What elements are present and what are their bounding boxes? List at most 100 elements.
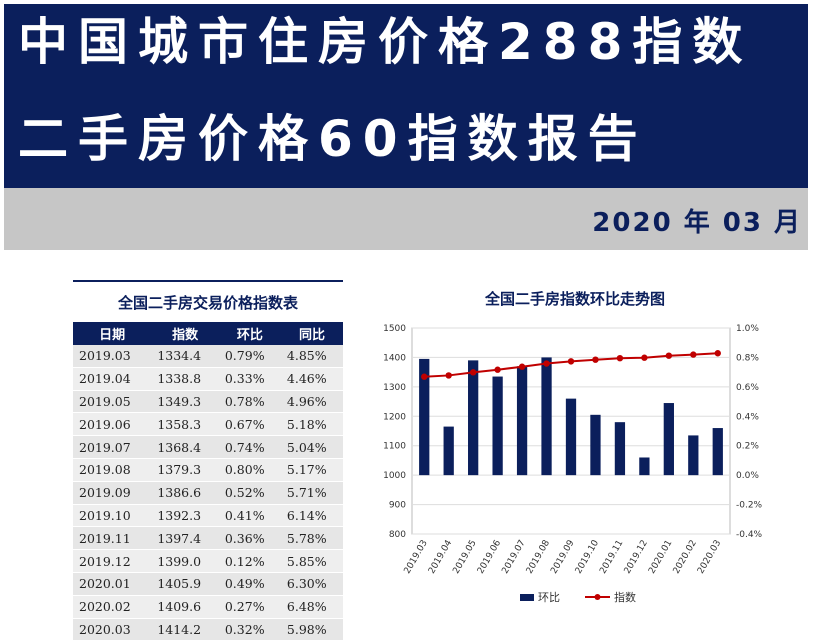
x-tick-label: 2019.04 [427, 538, 454, 575]
y-left-tick-label: 900 [389, 501, 406, 511]
index-table: 日期 指数 环比 同比 2019.03 1334.4 0.79% 4.85% 2019.… [73, 322, 343, 641]
cell-index: 1409.6 [151, 595, 219, 619]
cell-mom: 0.79% [218, 345, 281, 368]
bar-mom [443, 426, 454, 476]
cell-yoy: 6.14% [280, 504, 343, 528]
cell-yoy: 5.04% [280, 435, 343, 459]
cell-index: 1399.0 [151, 549, 219, 573]
cell-mom: 0.78% [218, 390, 281, 414]
cell-mom: 0.12% [218, 549, 281, 573]
cell-date: 2019.07 [73, 435, 152, 459]
y-left-tick-label: 1300 [383, 383, 406, 393]
cell-index: 1392.3 [151, 504, 219, 528]
table-row: 2020.03 1414.2 0.32% 5.98% [73, 618, 343, 641]
cell-yoy: 5.17% [280, 458, 343, 482]
mom-trend-chart: 800 900 1000 1100 1200 1300 1400 1500 -0.4% -0.2%… [383, 324, 762, 604]
point-index [567, 358, 575, 365]
report-title-line2: 二手房价格60指数报告 [18, 110, 648, 168]
table-row: 2019.04 1338.8 0.33% 4.46% [73, 367, 343, 391]
cell-date: 2019.11 [73, 526, 152, 551]
cell-date: 2019.06 [73, 412, 152, 437]
cell-mom: 0.49% [218, 572, 281, 596]
bar-mom [688, 435, 699, 476]
x-tick-label: 2019.11 [598, 539, 625, 576]
cell-date: 2019.12 [73, 549, 152, 573]
cell-date: 2019.10 [73, 504, 152, 528]
bar-mom [419, 358, 430, 476]
x-tick-label: 2019.08 [525, 538, 552, 575]
cell-date: 2020.03 [73, 618, 152, 641]
y-right-tick-label: 0.2% [736, 442, 759, 452]
table-row: 2020.01 1405.9 0.49% 6.30% [73, 572, 343, 596]
cell-yoy: 5.78% [280, 526, 343, 551]
x-tick-label: 2020.03 [696, 539, 723, 576]
legend-label-index: 指数 [614, 590, 636, 604]
cell-yoy: 4.85% [280, 345, 343, 368]
cell-date: 2019.05 [73, 390, 152, 414]
cell-mom: 0.74% [218, 435, 281, 459]
cell-index: 1368.4 [151, 435, 219, 459]
x-tick-label: 2019.03 [403, 539, 430, 576]
point-index [494, 366, 501, 373]
y-right-tick-label: 0.0% [736, 471, 759, 481]
cell-index: 1338.8 [151, 367, 219, 391]
cell-mom: 0.36% [218, 526, 281, 551]
cell-index: 1334.4 [151, 345, 219, 368]
bar-mom [614, 422, 626, 476]
bar-mom [541, 357, 552, 476]
y-right-tick-label: 0.4% [736, 412, 759, 422]
cell-yoy: 6.48% [280, 595, 343, 619]
y-left-tick-label: 800 [389, 530, 406, 540]
table-row: 2019.05 1349.3 0.78% 4.96% [73, 390, 343, 414]
x-tick-label: 2019.06 [476, 538, 503, 575]
cell-yoy: 5.85% [280, 549, 343, 573]
x-tick-label: 2020.01 [647, 539, 674, 576]
point-index [469, 369, 477, 376]
legend-swatch-index-dot [594, 594, 601, 600]
table-row: 2019.07 1368.4 0.74% 5.04% [73, 435, 343, 459]
cell-yoy: 5.71% [280, 481, 343, 505]
table-row: 2019.10 1392.3 0.41% 6.14% [73, 504, 343, 528]
cell-mom: 0.67% [218, 412, 281, 437]
x-tick-label: 2019.07 [500, 539, 527, 576]
cell-index: 1379.3 [151, 458, 219, 482]
bar-mom [492, 376, 503, 476]
bar-mom [712, 428, 723, 476]
col-mom-header: 环比 [218, 322, 281, 345]
table-row: 2019.11 1397.4 0.36% 5.78% [73, 526, 343, 551]
point-index [592, 356, 599, 363]
y-left-tick-label: 1200 [383, 412, 406, 422]
cell-mom: 0.32% [218, 618, 281, 641]
cell-index: 1358.3 [151, 412, 219, 437]
point-index [445, 372, 452, 379]
point-index [421, 373, 428, 380]
point-index [616, 354, 624, 362]
bar-mom [565, 398, 577, 476]
chart-title: 全国二手房指数环比走势图 [484, 290, 665, 308]
report-date: 2020 年 03 月 [592, 208, 802, 238]
table-row: 2019.12 1399.0 0.12% 5.85% [73, 549, 343, 573]
bar-mom [663, 403, 674, 476]
cell-date: 2019.09 [73, 481, 152, 505]
cell-mom: 0.33% [218, 367, 281, 391]
col-date-header: 日期 [73, 322, 152, 345]
table-row: 2019.08 1379.3 0.80% 5.17% [73, 458, 343, 482]
x-tick-label: 2019.10 [574, 538, 601, 575]
point-index [518, 363, 526, 370]
x-tick-label: 2019.12 [623, 539, 650, 576]
table-body: 2019.03 1334.4 0.79% 4.85% 2019.04 1338.8 0.33… [73, 345, 343, 641]
y-right-tick-label: 1.0% [736, 324, 759, 334]
report-title-line1: 中国城市住房价格288指数 [18, 13, 753, 71]
cell-yoy: 4.96% [280, 390, 343, 414]
bar-mom [639, 457, 650, 476]
table-title: 全国二手房交易价格指数表 [117, 294, 298, 312]
table-top-rule [73, 280, 343, 282]
index-table-panel: 全国二手房交易价格指数表 日期 指数 环比 同比 2019.03 1334.4 0.… [73, 280, 343, 641]
cell-date: 2019.03 [73, 345, 152, 368]
x-tick-label: 2019.05 [451, 539, 478, 576]
cell-yoy: 5.18% [280, 412, 343, 437]
point-index [714, 350, 721, 357]
y-right-tick-label: 0.6% [736, 383, 759, 393]
date-band: 2020 年 03 月 [4, 188, 808, 250]
point-index [543, 360, 550, 367]
